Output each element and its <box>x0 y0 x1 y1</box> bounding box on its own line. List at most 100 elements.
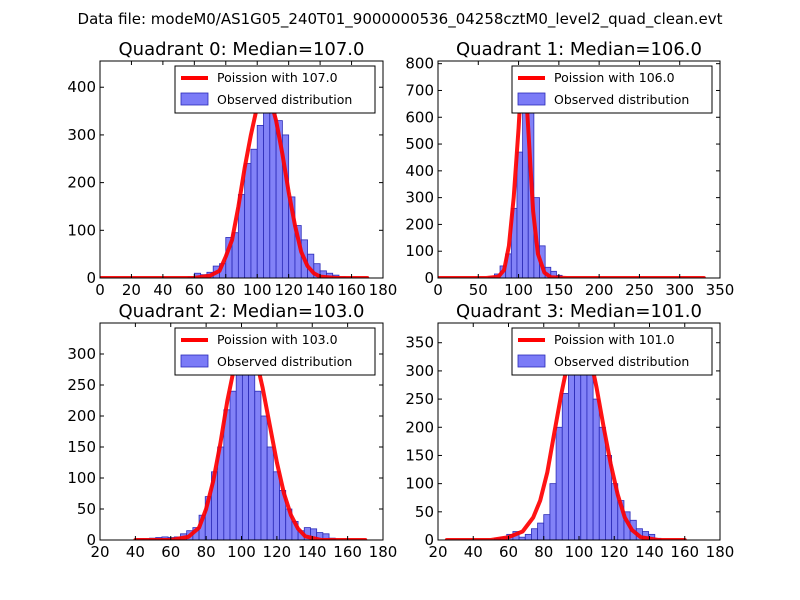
legend-entry-observed: Observed distribution <box>217 92 352 107</box>
x-tick-label: 100 <box>227 543 256 561</box>
x-tick-label: 80 <box>197 543 216 561</box>
y-tick-label: 50 <box>77 500 96 518</box>
x-tick-label: 160 <box>333 543 362 561</box>
histogram-bar <box>549 483 557 540</box>
legend-entry-observed: Observed distribution <box>554 354 689 369</box>
x-tick-label: 80 <box>534 543 553 561</box>
y-tick-label: 250 <box>67 376 96 394</box>
y-tick-label: 600 <box>405 108 434 126</box>
x-tick-label: 100 <box>565 543 594 561</box>
quadrant-3-title: Quadrant 3: Median=101.0 <box>456 301 702 322</box>
x-tick-label: 140 <box>298 543 327 561</box>
histogram-bar <box>229 390 237 540</box>
x-tick-label: 120 <box>263 543 292 561</box>
histogram-bar <box>561 393 569 540</box>
histogram-bar <box>543 514 551 540</box>
x-tick-label: 20 <box>122 281 141 299</box>
y-tick-label: 200 <box>405 418 434 436</box>
histogram-bar <box>248 347 256 540</box>
y-tick-label: 400 <box>67 78 96 96</box>
x-tick-label: 20 <box>428 543 447 561</box>
histogram-bar <box>598 426 606 540</box>
x-tick-label: 50 <box>469 281 488 299</box>
y-tick-label: 700 <box>405 81 434 99</box>
x-tick-label: 300 <box>665 281 694 299</box>
x-tick-label: 160 <box>670 543 699 561</box>
y-tick-label: 0 <box>424 531 434 549</box>
x-tick-label: 200 <box>585 281 614 299</box>
histogram-bar <box>555 426 563 540</box>
x-tick-label: 180 <box>369 281 398 299</box>
quadrant-2-panel: Quadrant 2: Median=103.0 20 40 60 80 100 120 14… <box>67 301 397 561</box>
quadrant-0-legend: Poission with 107.0 Observed distribution <box>174 65 376 114</box>
plot-frame <box>99 60 384 279</box>
x-tick-label: 100 <box>504 281 533 299</box>
figure-suptitle: Data file: modeM0/AS1G05_240T01_90000005… <box>78 10 723 29</box>
histogram-bar <box>592 398 600 540</box>
y-tick-label: 50 <box>415 503 434 521</box>
histogram-bar <box>568 353 575 540</box>
x-tick-label: 140 <box>306 281 335 299</box>
x-tick-label: 60 <box>499 543 518 561</box>
y-tick-label: 300 <box>67 126 96 144</box>
y-tick-label: 350 <box>405 334 434 352</box>
quadrant-0-histogram <box>187 86 352 278</box>
x-tick-label: 140 <box>635 543 664 561</box>
quadrant-0-title: Quadrant 0: Median=107.0 <box>119 39 365 60</box>
x-tick-label: 20 <box>90 543 109 561</box>
x-tick-label: 0 <box>433 281 443 299</box>
x-tick-label: 80 <box>216 281 235 299</box>
histogram-bar <box>531 528 538 540</box>
quadrant-0-panel: Quadrant 0: Median=107.00 20 40 60 80 100 120 1… <box>67 39 397 299</box>
legend-entry-poisson: Poission with 107.0 <box>217 70 338 85</box>
plot-frame <box>437 60 721 279</box>
legend-bar-swatch <box>517 354 546 368</box>
quadrant-2-title: Quadrant 2: Median=103.0 <box>119 301 365 322</box>
legend-bar-swatch <box>180 354 209 368</box>
y-tick-label: 200 <box>67 407 96 425</box>
x-tick-label: 40 <box>126 543 145 561</box>
legend-entry-poisson: Poission with 101.0 <box>554 332 675 347</box>
x-tick-label: 160 <box>337 281 366 299</box>
histogram-bar <box>235 347 243 540</box>
histogram-bar <box>244 163 252 278</box>
histogram-bar <box>254 390 262 540</box>
x-tick-label: 120 <box>600 543 629 561</box>
legend-entry-observed: Observed distribution <box>554 92 689 107</box>
x-tick-label: 60 <box>185 281 204 299</box>
histogram-bar <box>250 148 258 278</box>
y-tick-label: 0 <box>86 531 96 549</box>
histogram-bar <box>272 471 280 540</box>
y-tick-label: 250 <box>405 390 434 408</box>
y-tick-label: 100 <box>67 469 96 487</box>
histogram-bar <box>537 522 545 540</box>
histogram-bar <box>223 409 231 540</box>
x-tick-label: 350 <box>706 281 735 299</box>
x-tick-label: 180 <box>369 543 398 561</box>
quadrant-1-legend: Poission with 106.0 Observed distribution <box>511 65 713 114</box>
histogram-bar <box>516 151 524 278</box>
quadrant-1-title: Quadrant 1: Median=106.0 <box>456 39 702 60</box>
x-tick-label: 40 <box>464 543 483 561</box>
y-tick-label: 0 <box>86 269 96 287</box>
y-tick-label: 200 <box>67 174 96 192</box>
y-tick-label: 800 <box>405 55 434 73</box>
legend-bar-swatch <box>180 92 209 106</box>
x-tick-label: 150 <box>545 281 574 299</box>
y-tick-label: 300 <box>405 362 434 380</box>
histogram-bar <box>260 415 268 540</box>
quadrant-1-panel: Quadrant 1: Median=106.0 0 50 100 150 200 250 3… <box>405 39 734 299</box>
histogram-bar <box>586 370 594 540</box>
y-tick-label: 100 <box>405 475 434 493</box>
x-tick-label: 180 <box>706 543 735 561</box>
y-tick-label: 100 <box>405 242 434 260</box>
y-tick-label: 500 <box>405 135 434 153</box>
x-tick-label: 40 <box>153 281 172 299</box>
y-tick-label: 400 <box>405 162 434 180</box>
y-tick-label: 200 <box>405 215 434 233</box>
quadrant-3-legend: Poission with 101.0 Observed distribution <box>511 327 713 376</box>
y-tick-label: 100 <box>67 221 96 239</box>
legend-entry-poisson: Poission with 103.0 <box>217 332 338 347</box>
x-tick-label: 100 <box>243 281 272 299</box>
